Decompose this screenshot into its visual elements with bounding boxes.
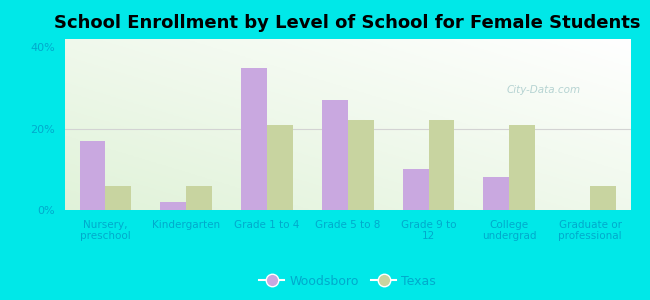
Bar [428, 120, 454, 210]
Text: City-Data.com: City-Data.com [507, 85, 581, 95]
Bar [348, 120, 374, 210]
Bar [403, 169, 428, 210]
Legend: Woodsboro, Texas: Woodsboro, Texas [254, 270, 441, 293]
Bar [590, 186, 616, 210]
Bar [105, 186, 131, 210]
Bar [79, 141, 105, 210]
Bar [186, 186, 212, 210]
Bar [484, 177, 510, 210]
Bar [161, 202, 186, 210]
Bar [241, 68, 267, 210]
Bar [322, 100, 348, 210]
Bar [510, 124, 535, 210]
Bar [267, 124, 292, 210]
Title: School Enrollment by Level of School for Female Students: School Enrollment by Level of School for… [55, 14, 641, 32]
